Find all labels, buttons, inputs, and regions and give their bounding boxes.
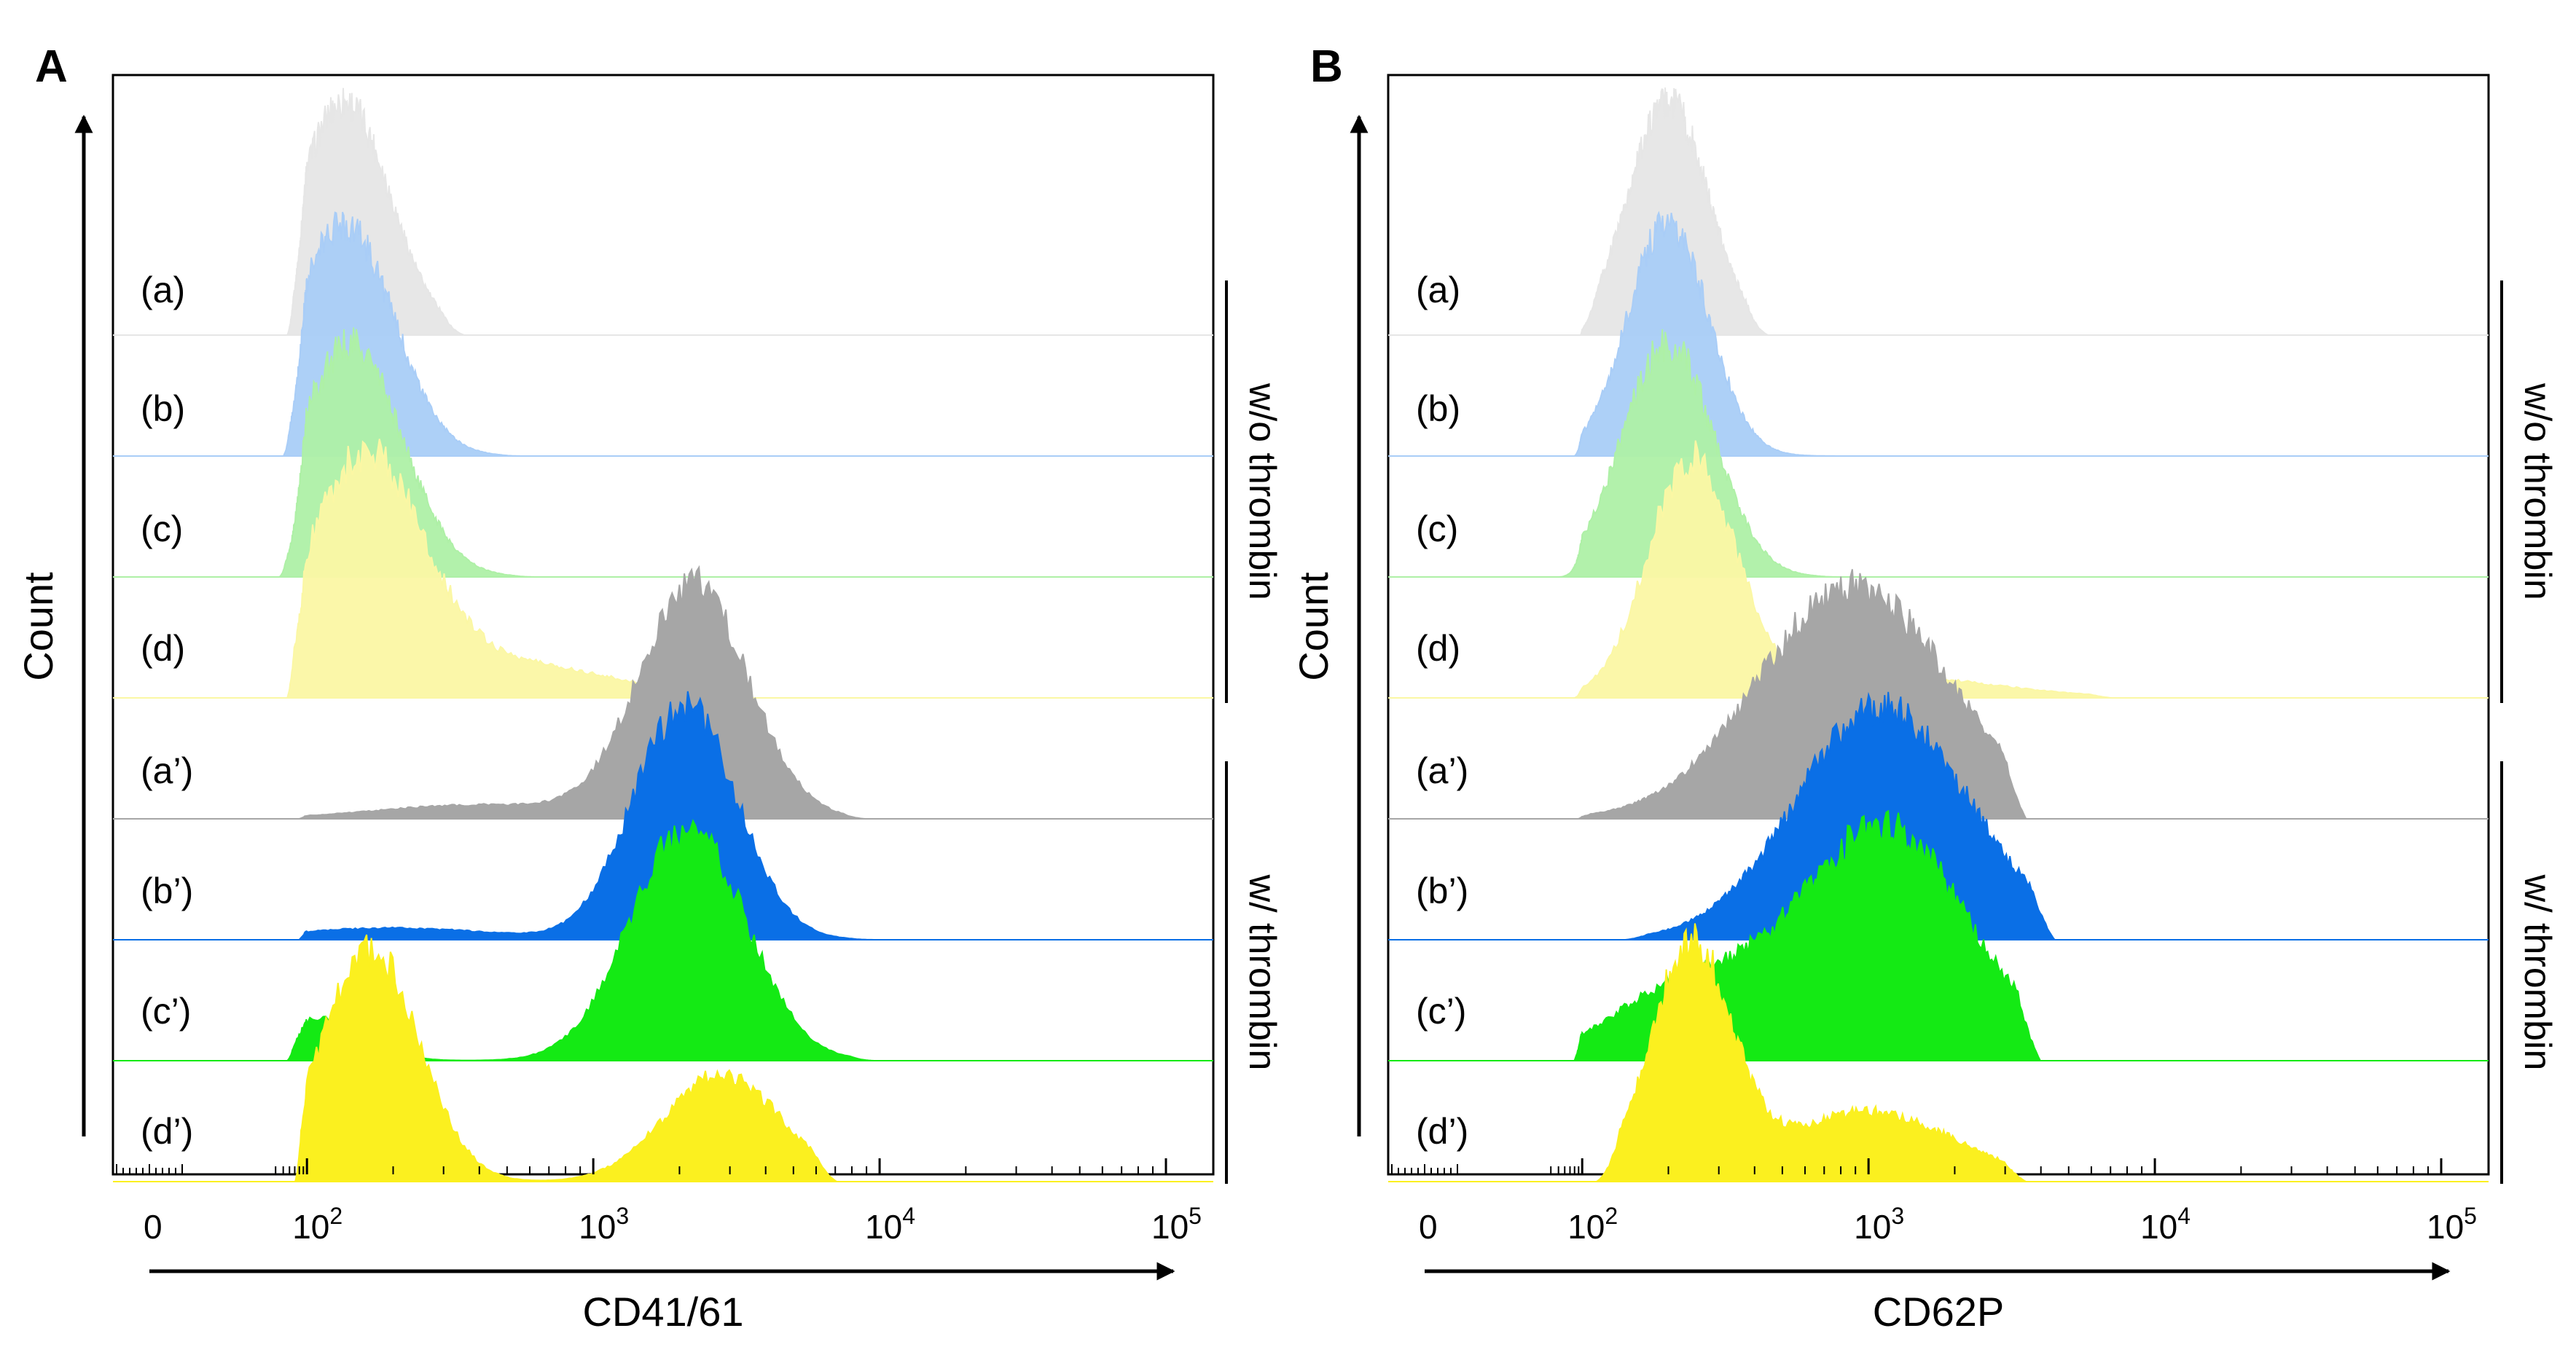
row-label: (b’) <box>1416 871 1468 911</box>
row-label: (b) <box>141 388 185 429</box>
x-tick-label: 104 <box>865 1203 915 1246</box>
y-axis-title: Count <box>15 572 61 681</box>
x-axis-title: CD62P <box>1873 1289 2005 1335</box>
row-label: (b’) <box>141 871 193 911</box>
group-label: w/o thrombin <box>2516 382 2559 600</box>
panel-B: B (a) (b) (c) (d) (a’) (b’) (c’) (d’) 0 102 103 104 1… <box>1291 42 2559 1335</box>
row-label: (a) <box>1416 270 1460 310</box>
row-label: (c) <box>1416 508 1458 549</box>
x-tick-label: 103 <box>579 1203 629 1246</box>
histogram-a <box>1579 87 1769 336</box>
group-label: w/ thrombin <box>1241 874 1283 1071</box>
x-tick-exponent: 5 <box>1189 1203 1202 1229</box>
row-label: (d’) <box>141 1111 193 1152</box>
x-tick-exponent: 2 <box>329 1203 342 1229</box>
histogram-c <box>1558 329 1840 578</box>
histogram-a-prime <box>299 565 866 820</box>
x-tick-exponent: 4 <box>902 1203 915 1229</box>
x-tick-label: 0 <box>144 1208 163 1246</box>
row-label: (d) <box>1416 628 1460 669</box>
row-label: (b) <box>1416 388 1460 429</box>
y-axis-title: Count <box>1291 572 1336 681</box>
row-label: (a’) <box>141 750 193 791</box>
x-tick-label: 105 <box>2427 1203 2477 1246</box>
panel-letter: B <box>1310 42 1343 92</box>
x-tick-exponent: 3 <box>616 1203 629 1229</box>
histogram-d-prime <box>294 934 839 1182</box>
x-tick-exponent: 2 <box>1605 1203 1618 1229</box>
x-tick-label: 103 <box>1854 1203 1904 1246</box>
row-label: (c’) <box>1416 991 1466 1032</box>
row-label: (a) <box>141 270 185 310</box>
row-label: (a’) <box>1416 750 1468 791</box>
row-label: (d’) <box>1416 1111 1468 1152</box>
histogram-group <box>1388 87 2489 1182</box>
x-tick-label: 102 <box>292 1203 342 1246</box>
panel-A: A (a) (b) (c) (d) (a’) (b’) (c’) (d’) 0 102 103 104 1… <box>15 42 1283 1335</box>
x-tick-label: 0 <box>1419 1208 1438 1246</box>
histogram-group <box>113 87 1213 1182</box>
x-tick-label: 102 <box>1567 1203 1618 1246</box>
histogram-d-prime <box>1594 923 2029 1182</box>
panel-letter: A <box>35 42 68 92</box>
x-tick-exponent: 5 <box>2464 1203 2477 1229</box>
group-label: w/o thrombin <box>1241 382 1283 600</box>
x-tick-exponent: 4 <box>2177 1203 2191 1229</box>
x-axis-title: CD41/61 <box>582 1289 743 1335</box>
histogram-b-prime <box>1625 691 2056 940</box>
x-tick-label: 105 <box>1151 1203 1202 1246</box>
x-axis-ticks <box>1391 1158 2443 1174</box>
x-axis-ticks <box>116 1158 1167 1174</box>
row-label: (c) <box>141 508 183 549</box>
histogram-b-prime <box>297 691 874 940</box>
x-tick-exponent: 3 <box>1891 1203 1904 1229</box>
group-label: w/ thrombin <box>2516 874 2559 1071</box>
row-label: (d) <box>141 628 185 669</box>
x-tick-label: 104 <box>2140 1203 2191 1246</box>
row-label: (c’) <box>141 991 191 1032</box>
